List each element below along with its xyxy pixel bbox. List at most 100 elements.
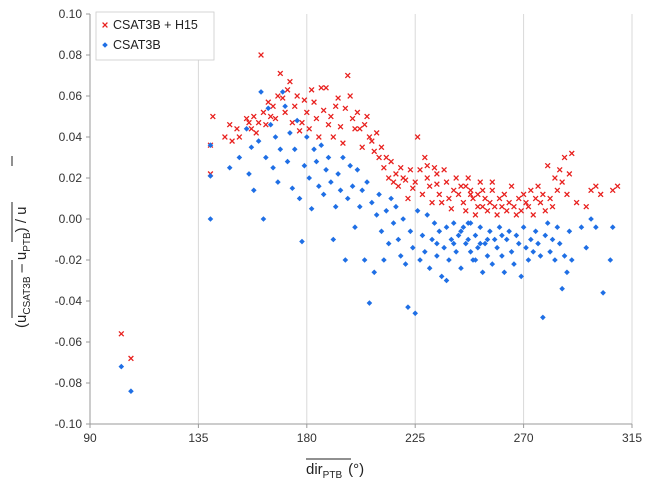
data-point-csat3b (484, 253, 491, 259)
data-point-csat3b (467, 249, 474, 255)
x-tick-label: 135 (188, 431, 208, 445)
data-point-csat3b (475, 244, 481, 251)
x-tick-label: 180 (297, 431, 317, 445)
data-point-csat3b-h15 (429, 199, 435, 206)
data-point-csat3b-h15 (371, 148, 378, 155)
y-label-b: u (13, 252, 30, 260)
x-axis-label-unit: (°) (348, 461, 364, 478)
data-point-csat3b (491, 236, 498, 243)
data-point-csat3b (568, 257, 575, 263)
data-point-csat3b-h15 (373, 130, 380, 136)
data-point-csat3b (366, 300, 373, 306)
data-point-csat3b-h15 (388, 158, 394, 165)
data-point-csat3b-h15 (315, 134, 322, 140)
x-axis-label-main: dir (306, 461, 323, 478)
data-point-csat3b (248, 144, 255, 151)
data-point-csat3b-h15 (323, 84, 329, 91)
data-point-csat3b-h15 (366, 134, 373, 140)
data-point-csat3b (328, 179, 334, 185)
y-tick-label: 0.02 (59, 171, 83, 185)
legend: CSAT3B + H15 CSAT3B (95, 11, 215, 61)
data-point-csat3b (561, 253, 568, 259)
data-point-csat3b (564, 269, 570, 276)
x-axis-label-sub: PTB (323, 470, 343, 481)
data-point-csat3b (525, 257, 532, 263)
series-csat3b-h15 (118, 52, 621, 362)
data-point-csat3b (429, 236, 435, 243)
data-point-csat3b (304, 134, 310, 140)
data-point-csat3b-h15 (282, 109, 288, 116)
data-point-csat3b-h15 (489, 179, 496, 185)
data-point-csat3b-h15 (573, 199, 580, 206)
data-point-csat3b-h15 (520, 191, 527, 198)
data-point-csat3b-h15 (250, 113, 257, 120)
data-point-csat3b (419, 232, 426, 239)
data-point-csat3b-h15 (243, 115, 250, 122)
data-point-csat3b-h15 (328, 113, 334, 120)
data-point-csat3b-h15 (474, 191, 481, 198)
data-point-csat3b-h15 (527, 187, 534, 194)
data-point-csat3b-h15 (421, 154, 428, 161)
data-point-csat3b-h15 (588, 187, 594, 194)
data-point-csat3b-h15 (506, 199, 513, 206)
data-point-csat3b-h15 (462, 183, 469, 190)
data-point-csat3b (207, 216, 214, 222)
data-point-csat3b-h15 (332, 103, 339, 110)
data-point-csat3b (332, 203, 339, 210)
svg-text:(uCSAT3B–uPTB) / u: (uCSAT3B–uPTB) / u (13, 207, 33, 329)
data-point-csat3b (361, 257, 368, 263)
data-point-csat3b (520, 224, 527, 230)
data-point-csat3b (458, 228, 464, 235)
data-point-csat3b-h15 (368, 138, 375, 144)
data-point-csat3b-h15 (448, 205, 455, 212)
data-point-csat3b (434, 253, 440, 259)
data-point-csat3b-h15 (609, 187, 616, 194)
data-point-csat3b (496, 224, 503, 230)
data-point-csat3b-h15 (320, 107, 327, 114)
data-point-csat3b (294, 117, 300, 124)
data-point-csat3b (578, 224, 585, 230)
y-tick-label: -0.06 (55, 335, 83, 349)
data-point-csat3b (400, 216, 406, 222)
data-point-csat3b (316, 183, 322, 189)
data-point-csat3b-h15 (303, 109, 310, 116)
data-point-csat3b-h15 (530, 212, 537, 218)
data-point-csat3b-h15 (352, 125, 358, 132)
data-point-csat3b (313, 158, 320, 165)
data-point-csat3b-h15 (479, 203, 486, 210)
data-point-csat3b (289, 185, 296, 192)
data-point-csat3b-h15 (308, 86, 315, 93)
data-point-csat3b (528, 236, 534, 243)
data-point-csat3b (593, 224, 599, 230)
legend-label-csat3b-h15: CSAT3B + H15 (113, 18, 198, 32)
series-csat3b (118, 89, 616, 394)
data-point-csat3b-h15 (236, 134, 243, 140)
data-point-csat3b (489, 261, 496, 267)
data-point-csat3b-h15 (270, 103, 276, 110)
data-point-csat3b-h15 (491, 203, 498, 210)
data-point-csat3b (301, 162, 308, 169)
data-point-csat3b-h15 (275, 93, 281, 99)
data-point-csat3b (378, 228, 385, 235)
data-point-csat3b-h15 (414, 134, 421, 140)
data-point-csat3b-h15 (229, 138, 235, 144)
data-point-csat3b-h15 (508, 183, 515, 190)
data-point-csat3b (434, 240, 440, 247)
data-point-csat3b (207, 142, 214, 148)
data-point-csat3b (477, 240, 484, 247)
x-tick-label: 225 (405, 431, 425, 445)
data-point-csat3b (436, 228, 443, 235)
data-point-csat3b-h15 (376, 154, 382, 161)
grid-lines (197, 14, 633, 424)
y-label-close: ) / (13, 215, 30, 233)
data-point-csat3b (356, 203, 363, 210)
data-point-csat3b-h15 (226, 121, 233, 128)
data-point-csat3b-h15 (494, 212, 500, 218)
data-point-csat3b (465, 236, 471, 243)
data-point-csat3b-h15 (296, 127, 303, 134)
data-point-csat3b (291, 146, 298, 153)
data-point-csat3b (455, 232, 462, 239)
data-point-csat3b-h15 (513, 212, 520, 218)
data-point-csat3b (431, 220, 438, 226)
data-point-csat3b-h15 (482, 195, 488, 202)
